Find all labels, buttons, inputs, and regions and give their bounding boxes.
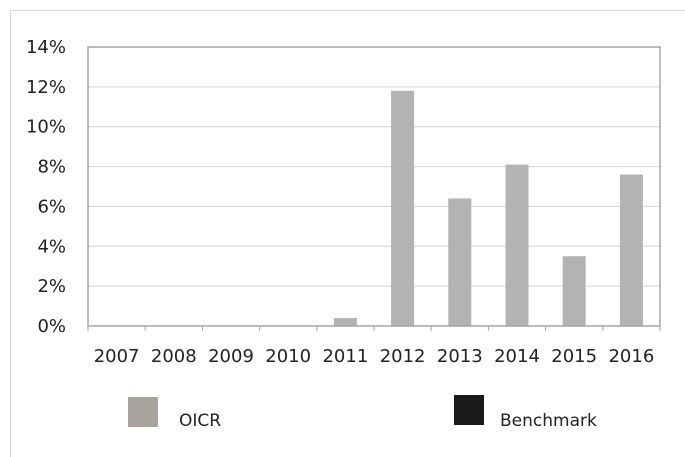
- x-tick-label: 2009: [208, 346, 254, 367]
- legend-swatch-benchmark: [454, 395, 484, 425]
- x-tick-label: 2015: [551, 346, 597, 367]
- bar-oicr-2011: [333, 318, 357, 326]
- x-tick-label: 2013: [437, 346, 483, 367]
- y-tick-label: 6%: [37, 196, 66, 217]
- y-tick-label: 2%: [37, 276, 66, 297]
- bar-oicr-2013: [448, 198, 472, 326]
- x-tick-label: 2012: [380, 346, 426, 367]
- legend-label-oicr: OICR: [179, 411, 221, 431]
- bar-oicr-2015: [562, 256, 586, 326]
- bar-oicr-2016: [619, 174, 643, 326]
- x-axis-tick-labels: 2007 2008 2009 2010 2011 2012 2013 2014 2015 2016: [94, 346, 655, 367]
- bar-oicr-2012: [391, 90, 415, 326]
- y-tick-label: 12%: [26, 77, 66, 98]
- x-tick-label: 2014: [494, 346, 540, 367]
- gridlines: [88, 86, 660, 287]
- y-tick-label: 14%: [26, 37, 66, 58]
- bars: [333, 90, 643, 326]
- legend: OICR Benchmark: [128, 395, 597, 431]
- y-tick-label: 0%: [37, 316, 66, 337]
- x-tick-label: 2016: [608, 346, 654, 367]
- x-tick-label: 2011: [322, 346, 368, 367]
- x-tick-label: 2010: [265, 346, 311, 367]
- legend-label-benchmark: Benchmark: [500, 411, 597, 431]
- x-tick-label: 2008: [151, 346, 197, 367]
- y-tick-label: 8%: [37, 157, 66, 178]
- x-axis-tick-marks: [87, 326, 661, 331]
- x-tick-label: 2007: [94, 346, 140, 367]
- y-tick-label: 10%: [26, 117, 66, 138]
- chart-frame: [10, 10, 685, 457]
- y-axis-tick-labels: 0% 2% 4% 6% 8% 10% 12% 14%: [26, 37, 66, 337]
- legend-swatch-oicr: [128, 397, 158, 427]
- y-tick-label: 4%: [37, 236, 66, 257]
- bar-oicr-2014: [505, 164, 529, 326]
